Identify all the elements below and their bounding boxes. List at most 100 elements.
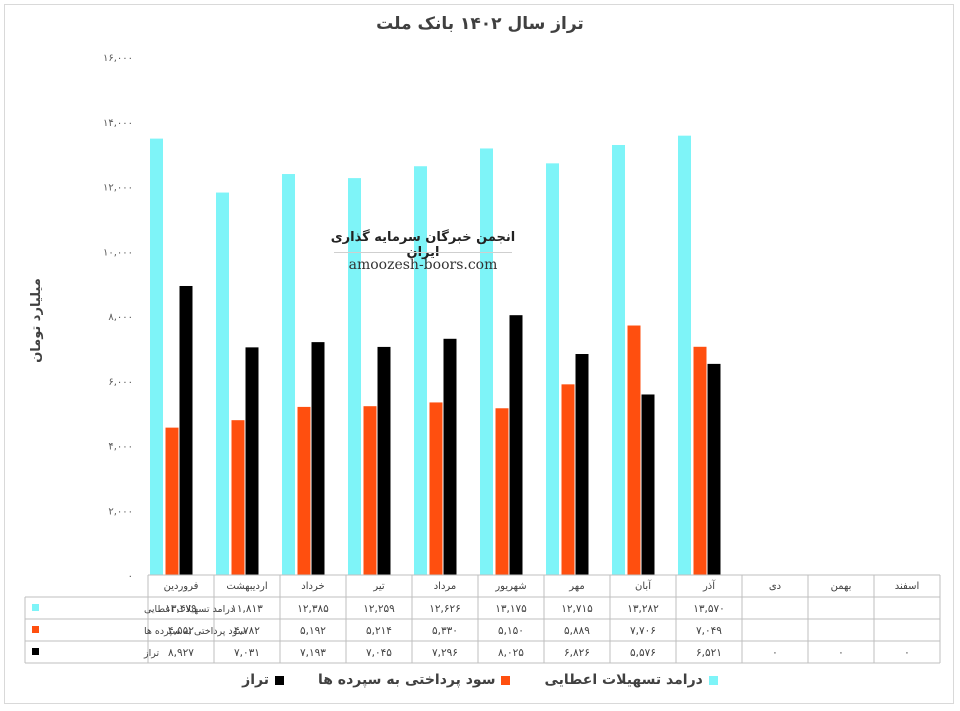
legend-item-3: تراز	[242, 672, 284, 688]
bar-1-9	[678, 135, 691, 575]
y-tick-label: ۲,۰۰۰	[108, 506, 133, 517]
bar-2-3	[297, 406, 311, 575]
data-label: ۶,۵۲۱	[696, 647, 722, 659]
data-label: ۶,۸۲۶	[564, 647, 590, 659]
bar-3-1	[179, 285, 193, 575]
data-label: ۱۳,۵۷۰	[693, 603, 725, 615]
category-label: دی	[769, 581, 781, 592]
bar-3-4	[377, 346, 391, 575]
data-label: ۱۳,۲۸۲	[627, 603, 659, 615]
data-label: ۷,۰۴۹	[696, 625, 722, 637]
category-label: اسفند	[895, 581, 919, 592]
data-label: ۵,۳۳۰	[432, 625, 458, 637]
bar-3-9	[707, 363, 721, 575]
category-label: مرداد	[434, 581, 457, 592]
bar-1-2	[216, 192, 229, 575]
table-series-name: سود پرداختی به سپرده ها	[144, 626, 246, 637]
legend-item-1: درامد تسهیلات اعطایی	[544, 672, 718, 688]
category-label: خرداد	[301, 581, 324, 592]
y-tick-label: ۱۲,۰۰۰	[103, 183, 133, 194]
data-label: ۷,۰۴۵	[366, 647, 392, 659]
category-label: اردیبهشت	[226, 581, 267, 592]
legend-swatch	[274, 675, 284, 685]
data-label: ۰	[772, 647, 778, 659]
bar-1-1	[150, 138, 163, 575]
data-label: ۵,۸۸۹	[564, 625, 590, 637]
data-label: ۱۲,۶۲۶	[429, 603, 461, 615]
bar-1-8	[612, 144, 625, 576]
y-tick-label: ۸,۰۰۰	[108, 312, 133, 323]
data-label: ۵,۲۱۴	[366, 625, 392, 637]
bar-2-1	[165, 427, 179, 575]
y-tick-label: ۱۰,۰۰۰	[103, 247, 133, 258]
legend-label: تراز	[242, 672, 269, 688]
data-label: ۰	[904, 647, 910, 659]
data-label: ۵,۵۷۶	[630, 647, 656, 659]
data-label: ۸,۰۲۵	[498, 647, 524, 659]
table-legend-swatch-2	[32, 626, 39, 633]
bar-2-4	[363, 406, 377, 575]
legend-label: درامد تسهیلات اعطایی	[544, 672, 703, 688]
table-legend-swatch-1	[32, 604, 39, 611]
bar-2-7	[561, 384, 575, 575]
data-label: ۷,۰۳۱	[234, 647, 260, 659]
table-series-name: تراز	[143, 648, 159, 659]
bar-3-3	[311, 342, 325, 575]
bar-1-4	[348, 178, 361, 575]
table-legend-swatch-3	[32, 648, 39, 655]
y-tick-label: ۱۶,۰۰۰	[103, 53, 133, 64]
legend-swatch	[501, 675, 511, 685]
chart-frame	[4, 4, 954, 704]
category-label: بهمن	[831, 581, 852, 592]
data-label: ۸,۹۲۷	[168, 647, 194, 659]
data-label: ۵,۱۵۰	[498, 625, 524, 637]
bar-2-5	[429, 402, 443, 575]
y-tick-label: ۰	[128, 571, 133, 582]
bar-3-2	[245, 347, 259, 575]
data-label: ۴,۵۵۲	[168, 625, 194, 637]
bar-3-8	[641, 394, 655, 575]
bar-3-7	[575, 354, 589, 575]
data-label: ۱۲,۳۸۵	[297, 603, 329, 615]
bar-2-8	[627, 325, 641, 575]
bar-2-6	[495, 408, 509, 575]
chart-title: تراز سال ۱۴۰۲ بانک ملت	[376, 14, 584, 34]
category-label: تیر	[372, 581, 385, 592]
data-label: ۷,۱۹۳	[300, 647, 326, 659]
data-label: ۴,۷۸۲	[234, 625, 260, 637]
watermark-name: انجمن خبرگان سرمایه گذاری ایران	[330, 230, 516, 260]
bar-3-6	[509, 315, 523, 575]
legend-item-2: سود پرداختی به سپرده ها	[318, 672, 511, 688]
data-label: ۱۳,۴۷۹	[165, 603, 197, 615]
category-label: آبان	[635, 579, 652, 592]
data-label: ۱۲,۷۱۵	[561, 603, 593, 615]
legend-swatch	[708, 675, 718, 685]
chart-legend: درامد تسهیلات اعطایی سود پرداختی به سپرده…	[0, 672, 960, 688]
data-label: ۱۲,۲۵۹	[363, 603, 395, 615]
legend-label: سود پرداختی به سپرده ها	[317, 672, 496, 688]
data-label: ۷,۲۹۶	[432, 647, 458, 659]
bar-3-5	[443, 338, 457, 575]
bar-2-2	[231, 420, 245, 575]
category-label: شهریور	[494, 581, 526, 592]
bar-1-5	[414, 166, 427, 575]
data-label: ۵,۱۹۲	[300, 625, 326, 637]
data-label: ۱۳,۱۷۵	[495, 603, 527, 615]
watermark-site: amoozesh-boors.com	[348, 257, 498, 273]
y-tick-label: ۴,۰۰۰	[108, 442, 133, 453]
category-label: فروردین	[164, 581, 199, 592]
bar-1-7	[546, 163, 559, 575]
data-label: ۱۱,۸۱۳	[231, 603, 263, 615]
y-tick-label: ۶,۰۰۰	[108, 377, 133, 388]
y-tick-label: ۱۴,۰۰۰	[103, 118, 133, 129]
category-label: مهر	[568, 581, 584, 592]
table-series-name: درامد تسهیلات اعطایی	[144, 604, 234, 615]
bar-2-9	[693, 346, 707, 575]
category-label: آذر	[702, 579, 716, 592]
bar-1-3	[282, 174, 295, 575]
watermark: انجمن خبرگان سرمایه گذاری ایران amoozesh…	[330, 226, 516, 280]
data-label: ۰	[838, 647, 844, 659]
bar-1-6	[480, 148, 493, 575]
watermark-divider	[334, 252, 512, 253]
